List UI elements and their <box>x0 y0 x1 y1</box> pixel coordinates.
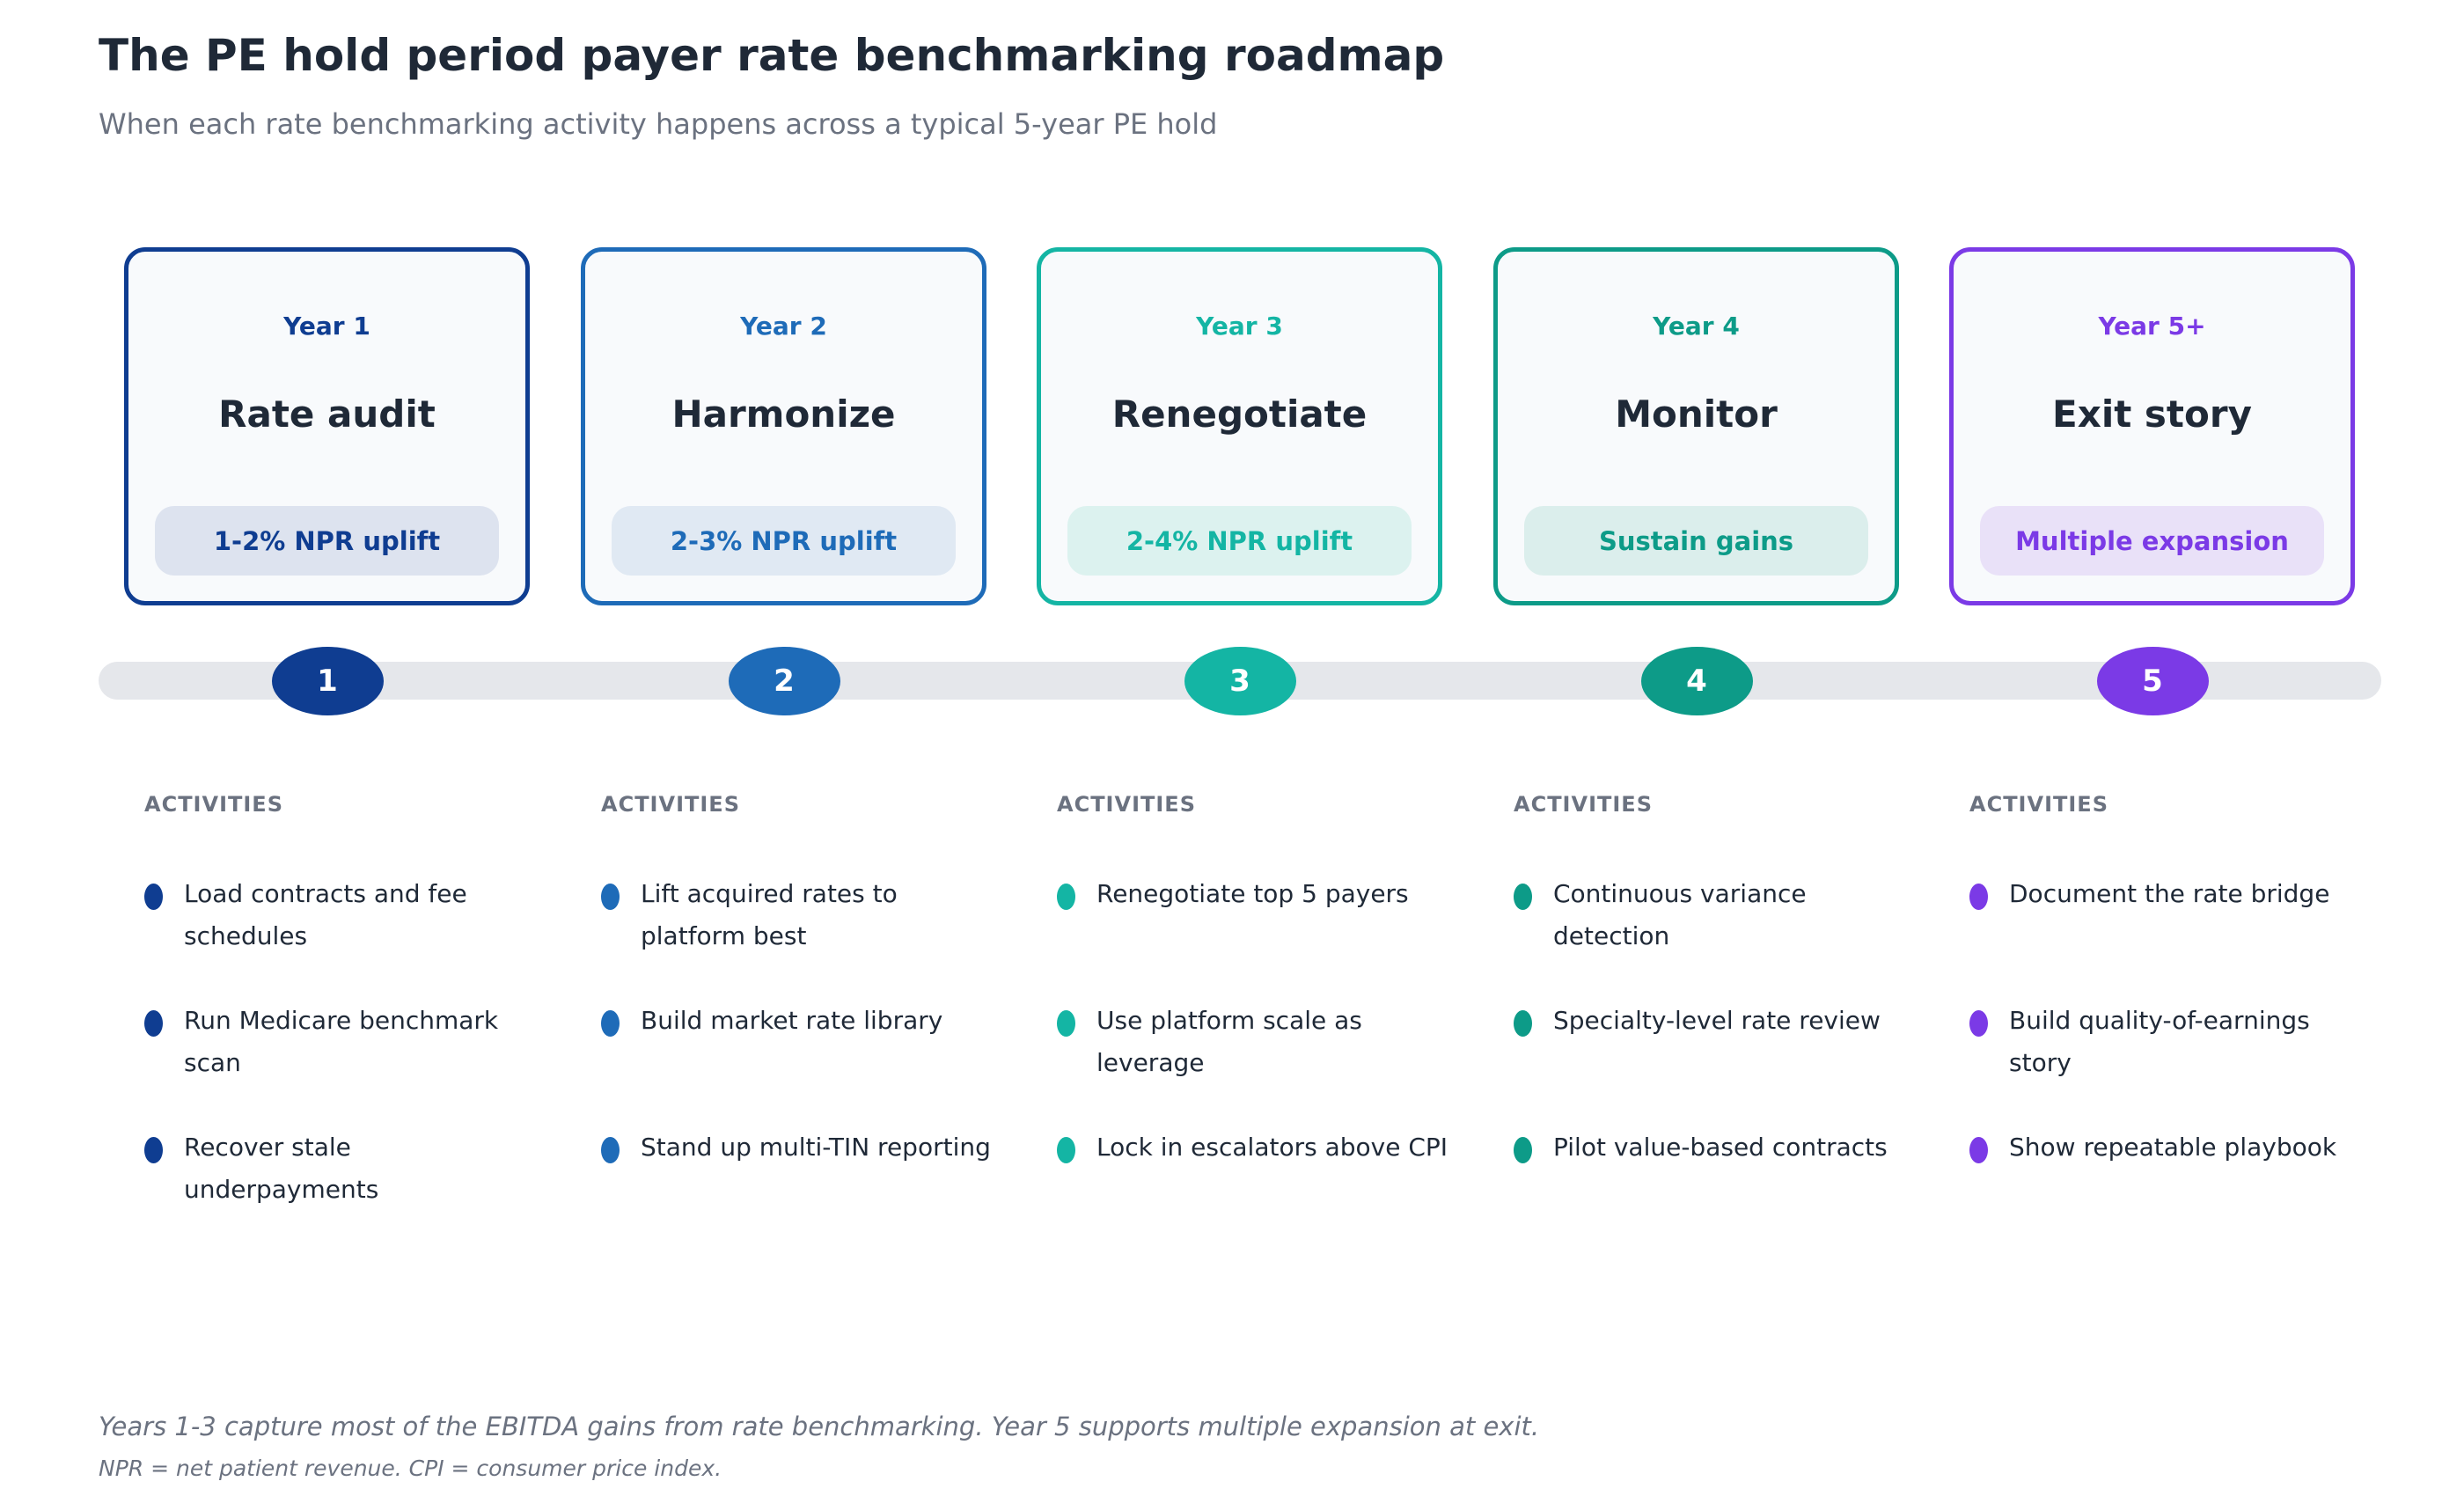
page-title: The PE hold period payer rate benchmarki… <box>99 30 1445 81</box>
phase-card-year-4: Year 4 Monitor Sustain gains <box>1493 247 1899 605</box>
phase-name: Monitor <box>1615 392 1778 436</box>
bullet-dot <box>1969 1137 1988 1163</box>
outcome-badge: 2-4% NPR uplift <box>1067 506 1412 576</box>
timeline-step-1: 1 <box>271 647 384 715</box>
phase-year: Year 4 <box>1653 312 1740 341</box>
phase-name: Renegotiate <box>1111 392 1368 436</box>
phase-card-year-3: Year 3 Renegotiate 2-4% NPR uplift <box>1037 247 1442 605</box>
activities-year-2: ACTIVITIES Lift acquired rates to platfo… <box>601 792 991 1163</box>
page-subtitle: When each rate benchmarking activity hap… <box>99 107 1218 141</box>
phase-name: Harmonize <box>671 392 896 436</box>
bullet-dot <box>601 1137 620 1163</box>
outcome-badge: 1-2% NPR uplift <box>155 506 499 576</box>
phase-card-year-1: Year 1 Rate audit 1-2% NPR uplift <box>124 247 530 605</box>
phase-year: Year 2 <box>740 312 827 341</box>
activities-year-4: ACTIVITIES Continuous variance detection… <box>1514 792 1888 1163</box>
activities-year-5: ACTIVITIES Document the rate bridge Buil… <box>1969 792 2337 1163</box>
outcome-badge: Multiple expansion <box>1980 506 2324 576</box>
bullet-dot <box>1969 1010 1988 1037</box>
timeline-step-2: 2 <box>728 647 840 715</box>
activities-heading: ACTIVITIES <box>601 792 740 817</box>
bullet-dot <box>1057 1010 1075 1037</box>
footnote: Years 1-3 capture most of the EBITDA gai… <box>99 1412 1540 1441</box>
phase-year: Year 5+ <box>2098 312 2206 341</box>
phase-name: Exit story <box>2052 392 2252 436</box>
bullet-dot <box>601 884 620 910</box>
phase-year: Year 3 <box>1196 312 1283 341</box>
timeline-step-3: 3 <box>1184 647 1296 715</box>
activities-heading: ACTIVITIES <box>1969 792 2108 817</box>
bullet-dot <box>1057 1137 1075 1163</box>
bullet-dot <box>144 1010 163 1037</box>
bullet-dot <box>144 1137 163 1163</box>
activities-heading: ACTIVITIES <box>1057 792 1196 817</box>
outcome-badge: 2-3% NPR uplift <box>612 506 956 576</box>
definitions-note: NPR = net patient revenue. CPI = consume… <box>99 1456 722 1481</box>
activities-heading: ACTIVITIES <box>144 792 283 817</box>
bullet-dot <box>1057 884 1075 910</box>
activities-heading: ACTIVITIES <box>1514 792 1653 817</box>
phase-year: Year 1 <box>283 312 370 341</box>
bullet-dot <box>601 1010 620 1037</box>
phase-card-year-2: Year 2 Harmonize 2-3% NPR uplift <box>581 247 986 605</box>
phase-card-year-5: Year 5+ Exit story Multiple expansion <box>1949 247 2355 605</box>
bullet-dot <box>1514 1010 1532 1037</box>
timeline-step-4: 4 <box>1640 647 1753 715</box>
outcome-badge: Sustain gains <box>1524 506 1868 576</box>
bullet-dot <box>1514 884 1532 910</box>
activities-year-1: ACTIVITIES Load contracts and fee schedu… <box>98 792 502 1204</box>
bullet-dot <box>1969 884 1988 910</box>
phase-name: Rate audit <box>218 392 436 436</box>
bullet-dot <box>1514 1137 1532 1163</box>
bullet-dot <box>144 884 163 910</box>
timeline-step-5: 5 <box>2096 647 2209 715</box>
activities-year-3: ACTIVITIES Renegotiate top 5 payers Use … <box>1057 792 1448 1163</box>
